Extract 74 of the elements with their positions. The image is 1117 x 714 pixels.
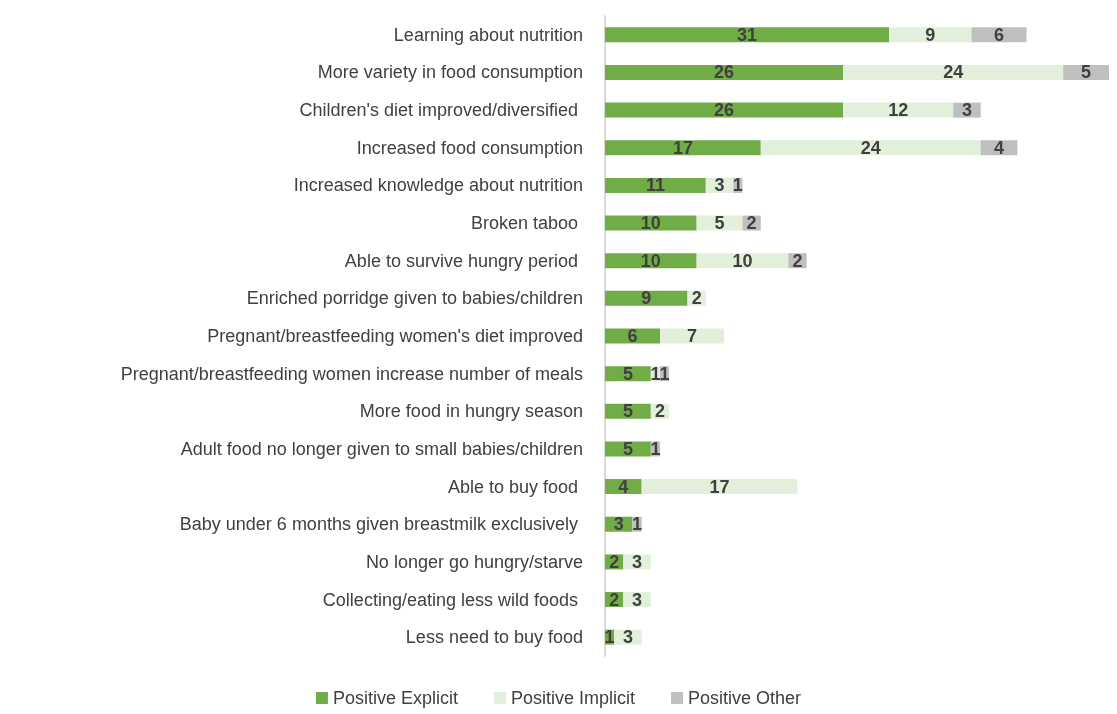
data-label: 10: [732, 250, 753, 271]
data-label: 17: [672, 137, 693, 158]
data-label: 24: [943, 62, 964, 83]
data-label: 1: [632, 514, 643, 535]
data-label: 3: [714, 175, 725, 196]
data-label: 7: [687, 326, 698, 346]
data-label: 3: [613, 514, 624, 535]
data-label: 5: [714, 213, 725, 234]
data-label: 11: [645, 175, 665, 196]
data-label: 31: [737, 24, 758, 45]
data-label: 2: [609, 551, 620, 572]
legend-label: Positive Explicit: [332, 688, 458, 708]
bar: [843, 64, 1064, 80]
data-label: 3: [632, 589, 643, 610]
data-label: 26: [714, 62, 735, 83]
bar: [659, 328, 725, 344]
bar: [605, 27, 890, 43]
data-label: 3: [632, 551, 643, 572]
y-tick-label: Pregnant/breastfeeding women increase number of meals: [120, 363, 583, 384]
data-label: 2: [654, 401, 665, 422]
y-tick-label: Able to buy food: [447, 476, 583, 497]
y-tick-label: No longer go hungry/starve: [365, 551, 583, 572]
y-tick-label: Adult food no longer given to small babies/children: [180, 438, 583, 459]
y-tick-label: Enriched porridge given to babies/children: [246, 288, 583, 309]
data-label: 6: [994, 24, 1005, 45]
bar: [760, 140, 981, 156]
data-label: 5: [622, 401, 633, 422]
data-label: 9: [641, 288, 652, 309]
data-label: 10: [640, 250, 661, 271]
bar: [843, 102, 954, 118]
data-label: 2: [792, 250, 803, 271]
data-label: 3: [622, 627, 633, 648]
data-label: 5: [1081, 62, 1092, 83]
bar: [889, 27, 972, 43]
data-label: 6: [627, 326, 638, 346]
y-tick-label: Increased food consumption: [356, 137, 583, 158]
data-label: 26: [714, 100, 735, 121]
y-tick-label: Increased knowledge about nutrition: [293, 175, 583, 196]
y-tick-label: Broken taboo: [470, 213, 583, 234]
y-tick-label: Learning about nutrition: [393, 24, 583, 45]
data-label: 1: [650, 363, 661, 384]
bar: [641, 479, 798, 495]
data-label: 1: [732, 175, 743, 196]
y-tick-label: More variety in food consumption: [317, 62, 583, 83]
data-label: 2: [691, 288, 702, 309]
data-label: 2: [609, 589, 620, 610]
data-label: 17: [709, 476, 730, 497]
y-tick-label: More food in hungry season: [359, 401, 583, 422]
y-tick-label: Children's diet improved/diversified: [299, 100, 583, 121]
y-tick-label: Collecting/eating less wild foods: [322, 589, 583, 610]
data-label: 1: [650, 438, 661, 459]
legend-label: Positive Implicit: [510, 688, 636, 708]
y-tick-label: Able to survive hungry period: [344, 250, 583, 271]
y-tick-label: Pregnant/breastfeeding women's diet improved: [207, 326, 583, 346]
y-tick-label: Less need to buy food: [405, 627, 583, 648]
data-label: 4: [994, 137, 1005, 158]
data-label: 24: [860, 137, 881, 158]
data-label: 3: [961, 100, 972, 121]
data-label: 12: [888, 100, 909, 121]
data-label: 5: [622, 363, 633, 384]
bar: [605, 177, 706, 193]
data-label: 9: [925, 24, 936, 45]
bar: [605, 64, 844, 80]
bar: [605, 290, 688, 306]
data-label: 1: [604, 627, 615, 648]
data-label: 5: [622, 438, 633, 459]
y-tick-label: Baby under 6 months given breastmilk exclusively: [179, 514, 583, 535]
data-label: 10: [640, 213, 661, 234]
data-label: 2: [746, 213, 757, 234]
bar: [605, 102, 844, 118]
data-label: 1: [659, 363, 670, 384]
bar: [605, 140, 761, 156]
data-label: 4: [618, 476, 629, 497]
legend-label: Positive Other: [688, 688, 802, 708]
